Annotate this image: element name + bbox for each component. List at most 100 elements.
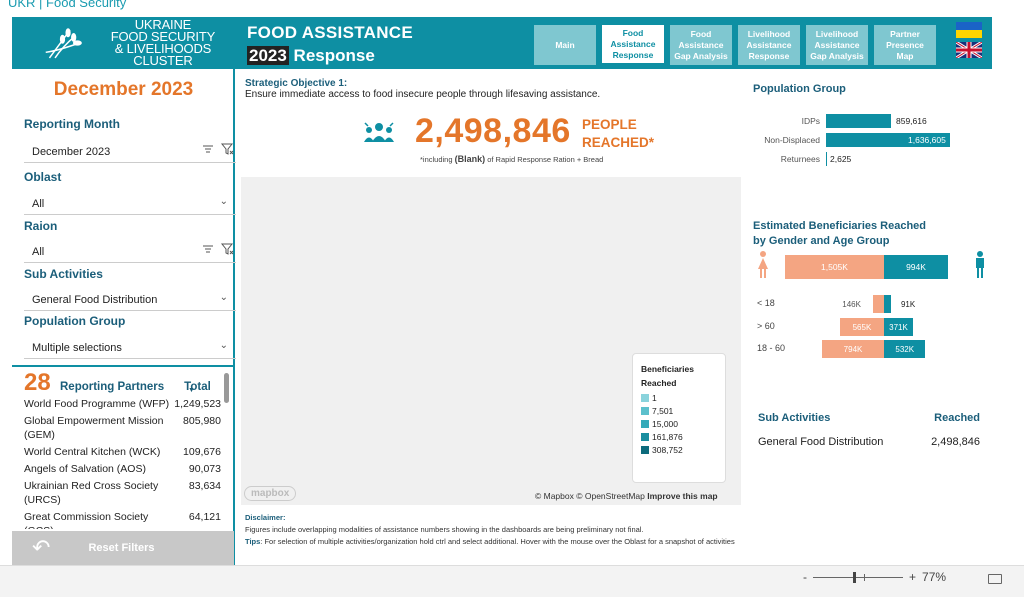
tab-label: Gap Analysis (674, 50, 728, 61)
partner-name: Global Empowerment Mission (GEM) (24, 415, 164, 441)
clear-selection-icon[interactable] (202, 144, 214, 154)
partners-header[interactable]: Reporting Partners (60, 381, 165, 393)
population-group-value: Multiple selections (32, 342, 122, 354)
tab-label: Presence (886, 39, 924, 50)
male-age-value: 91K (900, 299, 916, 309)
tab-label: Assistance (678, 39, 724, 50)
table-row[interactable]: Great Commission Society (GCS) 64,121 (24, 510, 224, 529)
population-group-select[interactable]: Multiple selections ⌄ (24, 337, 236, 359)
pg-value: 2,625 (830, 154, 852, 164)
tab-3[interactable]: Livelihood Assistance Response (738, 25, 800, 65)
strategic-objective: Strategic Objective 1: Ensure immediate … (245, 78, 600, 100)
tab-1[interactable]: Food Assistance Response (602, 25, 664, 65)
reset-filters-label: Reset Filters (88, 542, 155, 554)
zoom-out-button[interactable]: - (803, 570, 807, 584)
raion-select[interactable]: All (24, 241, 236, 263)
objective-text: Ensure immediate access to food insecure… (245, 89, 601, 100)
legend-swatch (641, 433, 649, 441)
zoom-in-button[interactable]: + (909, 570, 917, 584)
top-strip-text: UKR | Food Security (8, 0, 127, 10)
partner-name: Angels of Salvation (AOS) (24, 463, 146, 475)
legend-label: 7,501 (652, 406, 674, 416)
pg-bar[interactable] (826, 152, 827, 166)
table-row[interactable]: World Central Kitchen (WCK) 109,676 (24, 445, 224, 459)
reset-filters-button[interactable]: ↶ Reset Filters (12, 531, 234, 565)
tab-2[interactable]: Food Assistance Gap Analysis (670, 25, 732, 65)
disclaimer-title: Disclaimer: (245, 513, 286, 522)
partner-name: Great Commission Society (GCS) (24, 511, 149, 529)
legend-label: 161,876 (652, 432, 683, 442)
people-reached-value: 2,498,846 (415, 112, 571, 150)
partner-total: 83,634 (188, 480, 221, 492)
tab-label: Livelihood (815, 28, 859, 39)
female-age-bar[interactable]: 565K (839, 318, 884, 336)
total-header[interactable]: Total (184, 381, 211, 393)
mapbox-logo[interactable]: mapbox (244, 486, 297, 501)
tab-label: Livelihood (747, 28, 791, 39)
legend-title-1: Beneficiaries (641, 364, 694, 374)
reached-header[interactable]: Reached (934, 412, 980, 424)
tab-5[interactable]: Partner Presence Map (874, 25, 936, 65)
sub-activities-value: General Food Distribution (32, 294, 158, 306)
partner-name: World Central Kitchen (WCK) (24, 446, 161, 458)
male-age-bar[interactable] (884, 295, 892, 313)
zoom-control: - + 77% (803, 570, 946, 584)
table-row[interactable]: Global Empowerment Mission (GEM) 805,980 (24, 414, 224, 442)
table-row[interactable]: Ukrainian Red Cross Society (URCS) 83,634 (24, 479, 224, 507)
sub-activity-value: 2,498,846 (931, 436, 980, 448)
pg-label: Non-Displaced (764, 135, 820, 145)
clear-selection-icon[interactable] (202, 244, 214, 254)
reporting-month-value: December 2023 (32, 146, 111, 158)
pg-bar[interactable] (826, 133, 950, 147)
partner-name: World Food Programme (WFP) (24, 398, 170, 410)
title-line-2: Response (288, 46, 375, 65)
improve-map-link[interactable]: Improve this map (647, 491, 718, 501)
tab-label: Food (622, 27, 644, 38)
clear-filter-icon[interactable] (220, 142, 234, 156)
female-icon (758, 251, 768, 278)
zoom-slider[interactable] (813, 571, 903, 583)
scrollbar[interactable] (224, 373, 229, 403)
zoom-slider-thumb[interactable] (853, 571, 856, 583)
population-group-title: Population Group (753, 83, 846, 95)
reporting-month-select[interactable]: December 2023 (24, 141, 236, 163)
sort-desc-icon: ▼ (188, 387, 195, 394)
male-total-bar[interactable]: 994K (884, 255, 948, 279)
ukraine-flag-icon[interactable] (956, 22, 982, 38)
sub-activities-select[interactable]: General Food Distribution ⌄ (24, 289, 236, 311)
sub-activity-name: General Food Distribution (758, 436, 884, 448)
tab-4[interactable]: Livelihood Assistance Gap Analysis (806, 25, 868, 65)
oblast-select[interactable]: All ⌄ (24, 193, 236, 215)
legend-title-2: Reached (641, 378, 677, 388)
gender-age-title: Estimated Beneficiaries Reached by Gende… (753, 220, 927, 247)
tab-0[interactable]: Main (534, 25, 596, 65)
clear-filter-icon[interactable] (220, 242, 234, 256)
legend-item: 15,000 (641, 419, 717, 429)
attribution-text[interactable]: © Mapbox © OpenStreetMap (535, 491, 645, 501)
partner-total: 109,676 (183, 446, 221, 458)
male-age-bar[interactable]: 371K (884, 318, 913, 336)
partners-list: World Food Programme (WFP) 1,249,523 Globa… (24, 397, 224, 529)
male-age-bar[interactable]: 532K (884, 340, 926, 358)
sub-activities-header[interactable]: Sub Activities (758, 412, 831, 424)
tips-text: Tips: For selection of multiple activiti… (245, 537, 735, 546)
tab-label: Gap Analysis (810, 50, 864, 61)
female-age-bar[interactable] (872, 295, 884, 313)
kpi-footnote: *including (Blank) of Rapid Response Rat… (420, 154, 604, 164)
uk-flag-icon[interactable] (955, 40, 983, 60)
partner-total: 64,121 (188, 511, 221, 523)
female-age-bar[interactable]: 794K (822, 340, 884, 358)
legend-swatch (641, 407, 649, 415)
pg-bar[interactable] (826, 114, 892, 128)
people-label: PEOPLE (582, 117, 637, 132)
table-row[interactable]: General Food Distribution 2,498,846 (758, 436, 980, 448)
filter-sidebar: December 2023 Reporting Month December 2… (12, 69, 236, 565)
table-row[interactable]: Angels of Salvation (AOS) 90,073 (24, 462, 224, 476)
partner-total: 805,980 (183, 415, 221, 427)
female-total-bar[interactable]: 1,505K (785, 255, 884, 279)
language-switcher (955, 22, 984, 63)
partner-total: 1,249,523 (174, 398, 221, 410)
zoom-level: 77% (922, 570, 947, 584)
table-row[interactable]: World Food Programme (WFP) 1,249,523 (24, 397, 224, 411)
fit-to-page-icon[interactable] (988, 574, 1002, 584)
